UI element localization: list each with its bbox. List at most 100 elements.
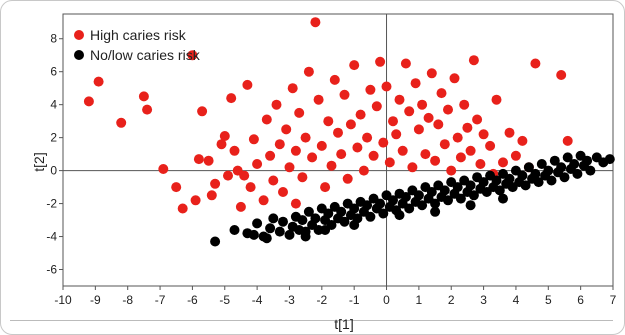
- low-risk-point: [582, 155, 593, 166]
- low-risk-point: [523, 162, 534, 173]
- low-risk-point: [388, 195, 398, 206]
- high-risk-point: [452, 132, 463, 143]
- x-tick-label: -1: [349, 293, 360, 307]
- low-risk-point: [504, 173, 515, 184]
- low-risk-point: [417, 200, 428, 211]
- high-risk-point: [446, 165, 457, 176]
- low-risk-point: [365, 211, 376, 222]
- low-risk-point: [323, 208, 334, 219]
- low-risk-point: [274, 226, 285, 237]
- low-risk-point: [452, 182, 463, 193]
- x-tick-label: -9: [90, 293, 101, 307]
- high-risk-point: [307, 152, 318, 163]
- low-risk-point: [546, 175, 557, 186]
- high-risk-point: [394, 94, 405, 105]
- high-risk-point: [339, 89, 350, 100]
- y-axis-label: t[2]: [31, 152, 47, 171]
- high-risk-point: [391, 129, 402, 140]
- high-risk-point: [245, 182, 256, 193]
- chart-bottom-border: [10, 320, 613, 327]
- low-risk-point: [517, 170, 528, 181]
- low-risk-point: [404, 203, 415, 214]
- y-tick-label: 8: [50, 32, 57, 46]
- high-risk-point: [352, 142, 363, 153]
- x-tick-label: 1: [416, 293, 423, 307]
- low-risk-point: [572, 168, 583, 179]
- high-risk-point: [381, 81, 392, 92]
- low-risk-point: [413, 190, 424, 201]
- y-tick-label: -2: [46, 197, 57, 211]
- low-risk-point: [494, 185, 505, 196]
- x-tick-label: -6: [187, 293, 198, 307]
- high-risk-point: [491, 94, 502, 105]
- high-risk-point: [226, 93, 237, 104]
- low-risk-point: [443, 195, 453, 206]
- low-risk-point: [536, 159, 547, 169]
- high-risk-point: [362, 132, 373, 143]
- low-risk-point: [310, 213, 321, 224]
- high-risk-point: [413, 124, 424, 135]
- high-risk-point: [378, 137, 389, 148]
- high-risk-point: [300, 132, 311, 143]
- x-tick-label: 0: [383, 293, 390, 307]
- high-risk-point: [397, 145, 408, 156]
- x-tick-label: -7: [155, 293, 166, 307]
- high-risk-point: [404, 106, 415, 117]
- high-risk-point: [449, 73, 460, 84]
- low-risk-point: [491, 175, 502, 186]
- high-risk-point: [426, 68, 437, 79]
- low-risk-point: [562, 152, 573, 163]
- high-risk-point: [384, 157, 395, 168]
- high-risk-point: [355, 109, 366, 120]
- x-axis-label: t[1]: [334, 316, 353, 332]
- high-risk-point: [287, 83, 298, 94]
- high-risk-point: [365, 84, 376, 95]
- low-risk-point: [320, 225, 331, 235]
- low-risk-point: [455, 193, 466, 204]
- legend-label-high-risk: High caries risk: [90, 27, 187, 43]
- high-risk-point: [193, 154, 204, 165]
- high-risk-point: [313, 94, 324, 105]
- high-risk-point: [455, 152, 466, 163]
- high-risk-point: [326, 160, 337, 171]
- high-risk-point: [420, 149, 431, 160]
- x-tick-label: -2: [316, 293, 327, 307]
- high-risk-point: [229, 145, 240, 156]
- high-risk-point: [281, 124, 292, 135]
- y-tick-label: -6: [46, 263, 57, 277]
- high-risk-point: [83, 96, 94, 107]
- high-risk-point: [203, 155, 214, 166]
- low-risk-point: [284, 229, 295, 240]
- low-risk-point: [439, 185, 450, 196]
- low-risk-point: [339, 216, 350, 227]
- low-risk-point: [252, 218, 263, 229]
- high-risk-point: [316, 140, 327, 151]
- high-risk-point: [187, 50, 198, 61]
- high-risk-point: [197, 106, 208, 117]
- low-risk-point: [465, 200, 476, 211]
- high-risk-point: [177, 203, 188, 214]
- low-risk-point: [248, 229, 259, 240]
- x-tick-label: -10: [54, 293, 72, 307]
- high-risk-point: [142, 104, 153, 115]
- low-risk-point: [426, 187, 437, 197]
- high-risk-point: [138, 91, 149, 102]
- high-risk-point: [342, 173, 353, 184]
- x-tick-label: -5: [219, 293, 230, 307]
- high-risk-point: [478, 129, 489, 140]
- low-risk-point: [468, 190, 479, 201]
- y-tick-label: 4: [50, 98, 57, 112]
- low-risk-point: [210, 236, 221, 247]
- high-risk-point: [261, 114, 272, 125]
- x-tick-label: 3: [480, 293, 487, 307]
- high-risk-point: [268, 175, 279, 186]
- high-risk-point: [556, 70, 567, 80]
- x-tick-label: 6: [577, 293, 584, 307]
- legend-marker-high-risk: [74, 30, 84, 40]
- high-risk-point: [400, 58, 411, 69]
- high-risk-point: [443, 104, 453, 115]
- high-risk-point: [278, 187, 288, 197]
- low-risk-point: [556, 162, 567, 173]
- low-risk-point: [585, 165, 596, 176]
- x-tick-label: -4: [252, 293, 263, 307]
